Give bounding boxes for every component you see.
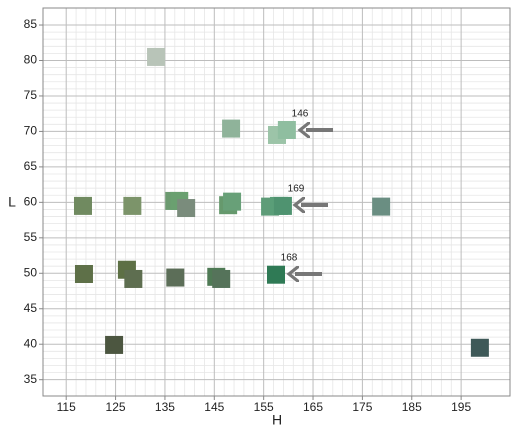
point xyxy=(212,269,231,288)
point xyxy=(73,196,92,215)
point xyxy=(222,119,241,138)
point xyxy=(147,47,166,66)
point xyxy=(470,338,489,357)
y-tick-label: 75 xyxy=(24,88,38,102)
point xyxy=(277,121,296,140)
x-tick-label: 125 xyxy=(106,400,126,414)
y-tick-label: 60 xyxy=(24,195,38,209)
x-tick-label: 155 xyxy=(254,400,274,414)
marks xyxy=(73,47,489,357)
x-tick-label: 175 xyxy=(352,400,372,414)
x-axis-label: H xyxy=(272,412,282,428)
point xyxy=(74,264,93,283)
y-tick-label: 35 xyxy=(24,372,38,386)
x-tick-label: 115 xyxy=(57,400,76,414)
x-tick-label: 165 xyxy=(303,400,323,414)
y-tick-label: 40 xyxy=(24,336,38,350)
annotation: 168 xyxy=(281,253,298,264)
annotation: 146 xyxy=(292,109,309,120)
point xyxy=(223,192,242,211)
point xyxy=(166,268,185,287)
y-tick-label: 80 xyxy=(24,53,38,67)
y-tick-label: 50 xyxy=(24,265,38,279)
x-tick-label: 195 xyxy=(451,400,471,414)
x-tick-label: 135 xyxy=(155,400,175,414)
x-tick-label: 185 xyxy=(402,400,422,414)
x-tick-label: 145 xyxy=(204,400,224,414)
point xyxy=(267,265,286,284)
annotation: 169 xyxy=(288,184,305,195)
y-tick-label: 70 xyxy=(24,124,38,138)
point xyxy=(177,199,196,218)
point xyxy=(124,269,143,288)
y-axis-label: L xyxy=(8,194,16,210)
y-tick-label: 55 xyxy=(24,230,38,244)
point xyxy=(105,335,124,354)
y-tick-label: 85 xyxy=(24,17,38,31)
y-tick-label: 65 xyxy=(24,159,38,173)
point xyxy=(372,197,391,216)
point xyxy=(123,196,142,215)
point xyxy=(273,196,292,215)
y-tick-label: 45 xyxy=(24,301,38,315)
